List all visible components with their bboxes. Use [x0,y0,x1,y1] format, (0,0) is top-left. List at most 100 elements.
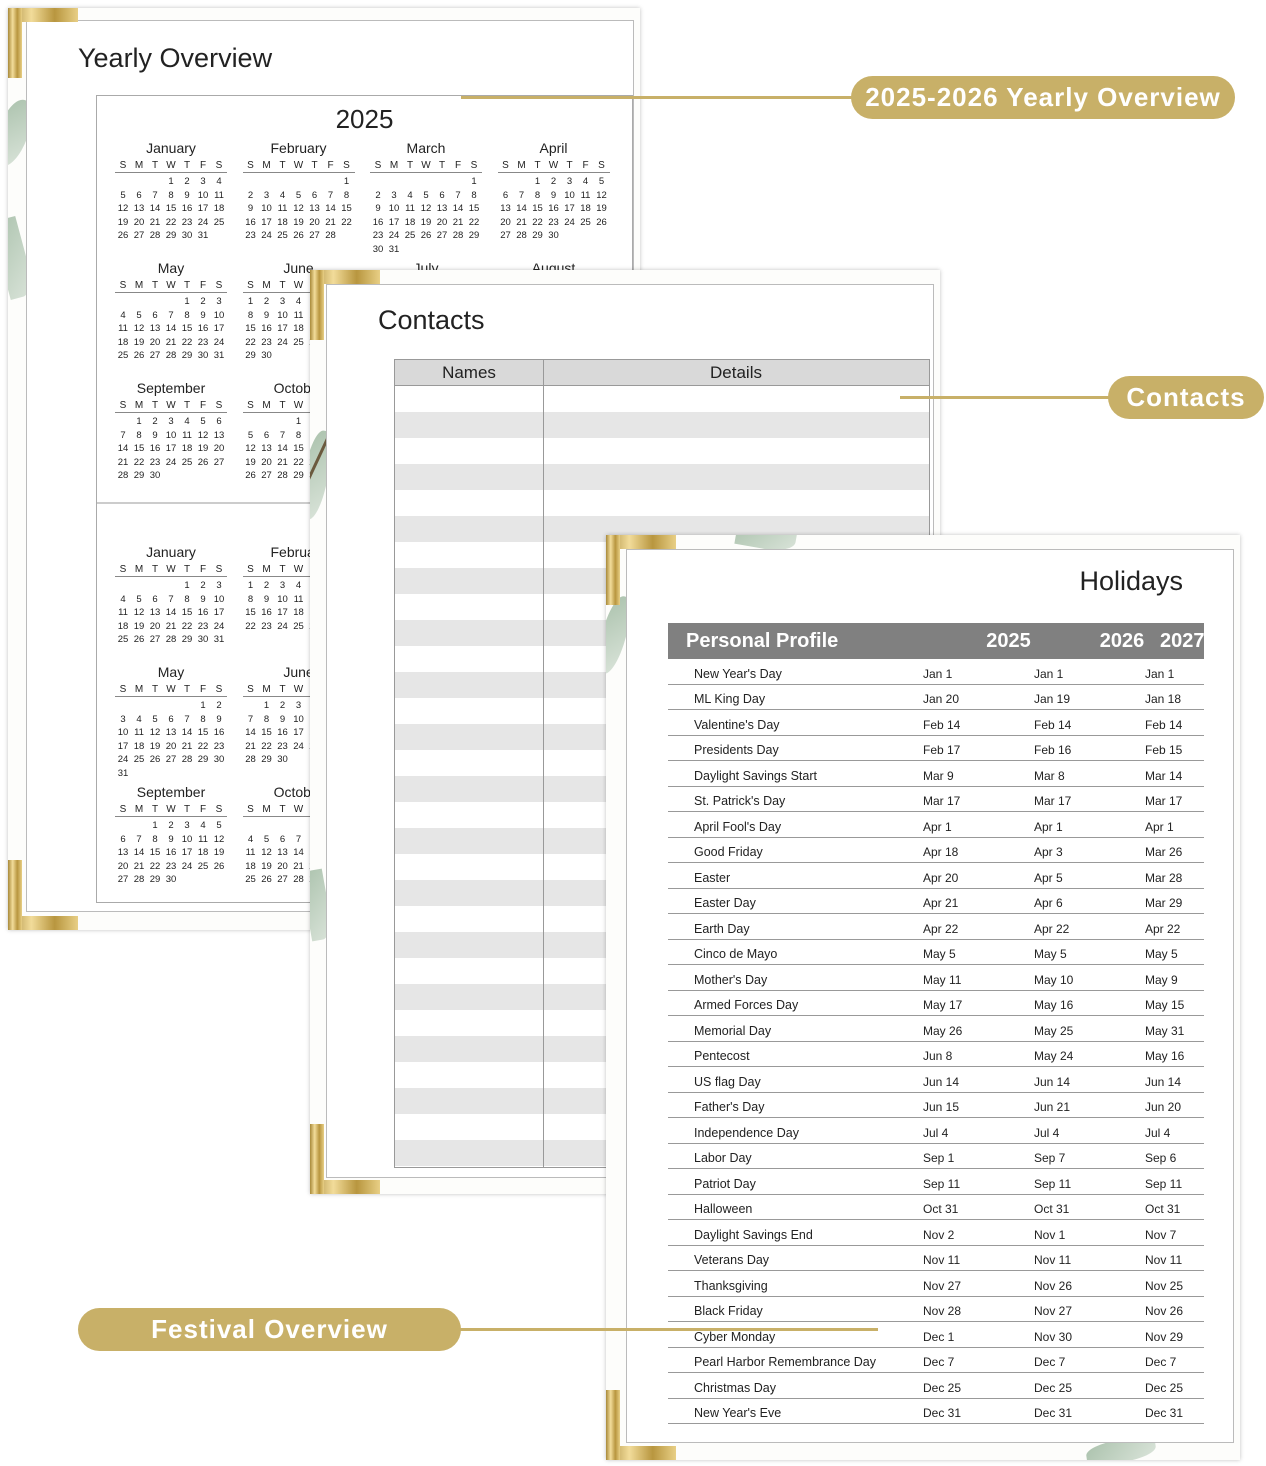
holiday-date: Oct 31 [1145,1202,1181,1216]
holiday-date: Apr 22 [1034,921,1070,936]
holiday-row: Independence Day Jul 4 Jul 4 Jul 4 [668,1118,1204,1144]
weekday-label: W [166,160,176,171]
holiday-name: Valentine's Day [694,717,780,732]
day-number: 25 [404,230,416,241]
empty-day [498,175,514,189]
day-number: 1 [184,296,190,307]
day-number: 2 [168,820,174,831]
day-number: 31 [197,230,209,241]
weekday-label: S [247,400,254,411]
empty-day [115,415,131,429]
day-number: 16 [197,607,209,618]
day-number: 12 [293,203,304,214]
day-number: 12 [117,203,129,214]
day-number: 28 [516,230,527,241]
holiday-date: Apr 21 [923,896,959,910]
day-number: 21 [516,216,527,228]
holiday-name: Daylight Savings Start [694,768,817,783]
day-number: 27 [149,350,161,361]
contact-row[interactable] [395,490,929,516]
holiday-row: Daylight Savings Start Mar 9 Mar 8 Mar 14 [668,761,1204,787]
empty-day [147,295,163,309]
holiday-date: Nov 7 [1145,1227,1177,1242]
day-number: 15 [341,203,352,214]
holiday-date: Dec 25 [1145,1380,1184,1395]
day-number: 30 [197,350,209,361]
day-number: 13 [165,727,177,738]
day-number: 24 [165,456,177,468]
holiday-name: Pentecost [694,1049,750,1063]
holiday-date: Dec 7 [923,1355,955,1369]
day-number: 12 [261,847,272,858]
contact-row[interactable] [395,386,929,412]
weekday-label: T [534,160,541,171]
day-number: 13 [149,323,161,334]
holiday-date: Mar 9 [923,768,954,783]
contact-row[interactable] [395,464,929,490]
day-number: 26 [133,350,145,361]
day-number: 2 [216,700,222,711]
day-number: 29 [261,754,272,765]
empty-day [291,819,307,833]
day-number: 21 [245,740,256,752]
holiday-name: April Fool's Day [694,819,782,834]
contact-row[interactable] [395,412,929,438]
day-number: 5 [136,593,142,605]
holiday-name: Father's Day [694,1100,765,1114]
day-number: 27 [133,230,145,241]
holiday-date: Jun 15 [923,1100,960,1114]
day-number: 5 [152,713,158,725]
day-number: 15 [261,727,272,738]
day-number: 26 [133,634,145,645]
weekday-label: F [199,400,207,411]
day-number: 7 [295,833,302,845]
weekday-label: T [279,160,286,171]
day-number: 30 [213,754,225,765]
day-number: 14 [149,203,161,214]
weekday-label: S [247,804,254,815]
day-number: 25 [293,620,304,632]
weekday-label: F [454,160,462,171]
weekday-label: F [199,280,207,291]
holiday-date: May 5 [923,947,956,961]
weekday-label: M [134,160,144,171]
month-name: June [283,260,314,276]
day-number: 13 [277,847,288,858]
empty-day [418,175,434,189]
day-number: 10 [277,593,288,605]
holiday-date: Feb 17 [923,743,961,757]
day-number: 18 [245,860,256,872]
day-number: 22 [245,620,256,632]
day-number: 17 [277,607,288,618]
weekday-label: M [517,160,526,171]
day-number: 8 [295,429,302,441]
day-number: 9 [263,309,270,321]
day-number: 14 [165,323,177,334]
day-number: 28 [325,230,336,241]
empty-day [131,819,147,833]
holiday-date: Dec 31 [1145,1406,1184,1420]
contact-row[interactable] [395,438,929,464]
day-number: 18 [277,216,288,228]
holiday-row: Mother's Day May 11 May 10 May 9 [668,965,1204,991]
holiday-date: Feb 14 [923,717,961,732]
day-number: 30 [372,243,384,255]
day-number: 10 [213,309,225,321]
day-number: 30 [548,230,559,241]
weekday-label: W [293,160,304,171]
holiday-date: May 9 [1145,972,1178,987]
day-number: 6 [152,593,158,605]
weekday-label: S [598,160,605,171]
day-number: 26 [261,874,272,885]
day-number: 4 [407,189,413,201]
day-number: 7 [247,713,254,725]
day-number: 16 [261,607,272,618]
day-number: 2 [550,176,557,187]
day-number: 30 [261,350,272,361]
weekday-label: M [262,684,271,695]
